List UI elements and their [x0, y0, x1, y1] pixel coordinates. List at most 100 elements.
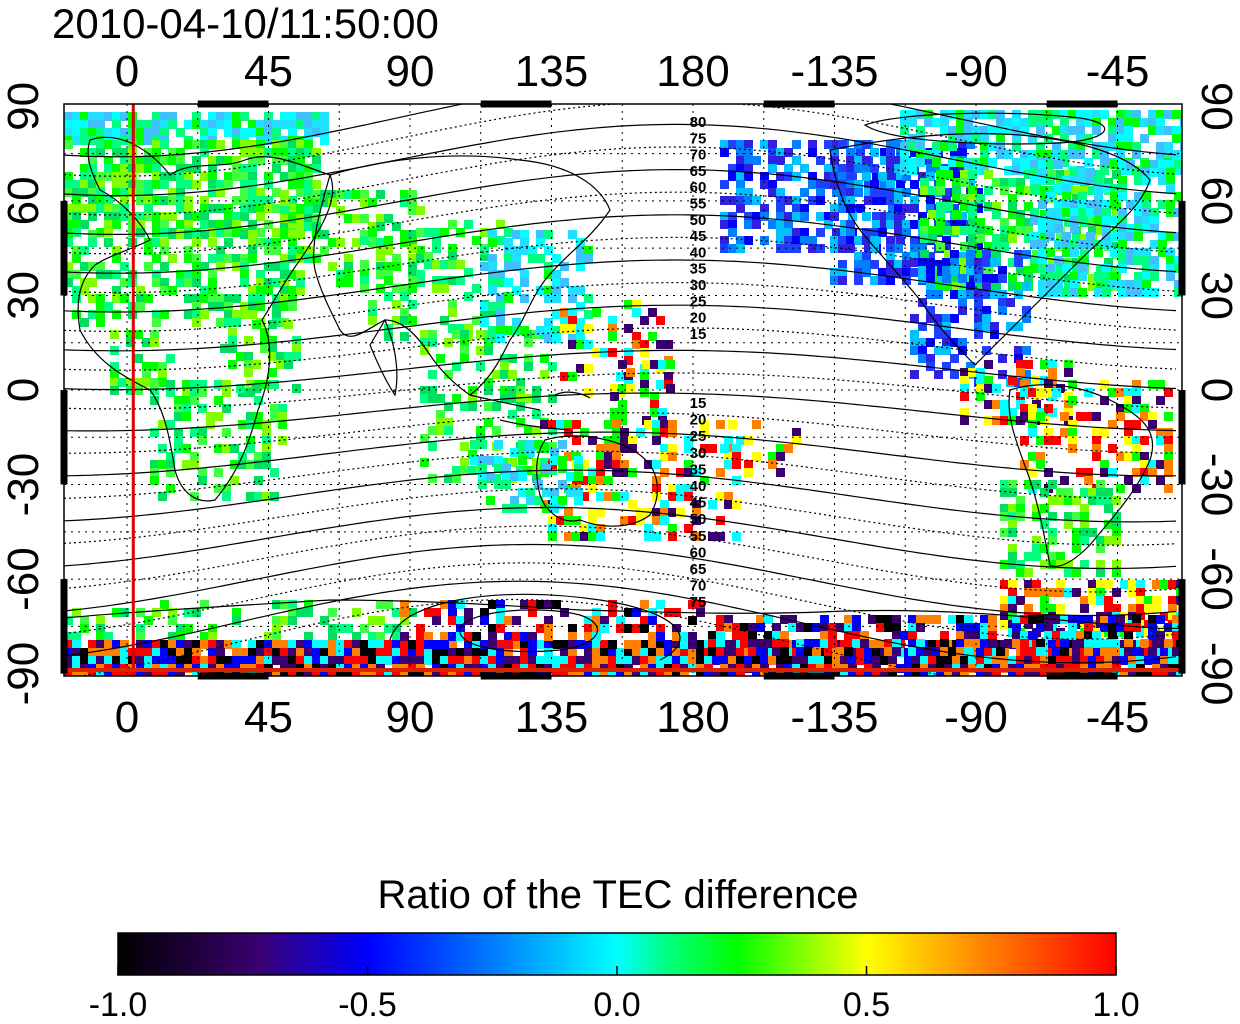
tec-cell: [752, 656, 761, 665]
tec-cell: [496, 600, 505, 609]
tec-cell: [176, 632, 185, 641]
tec-cell: [904, 672, 913, 676]
timestamp-title: 2010-04-10/11:50:00: [52, 0, 439, 47]
tec-cell: [588, 516, 597, 525]
tec-cell: [552, 334, 561, 343]
tec-cell: [948, 134, 957, 143]
tec-cell: [144, 180, 153, 189]
tec-cell: [736, 172, 745, 181]
tec-cell: [336, 206, 345, 215]
tec-cell: [1048, 170, 1057, 179]
tec-cell: [650, 400, 659, 409]
tec-cell: [296, 656, 305, 665]
tec-cell: [208, 128, 217, 137]
tec-cell: [1024, 360, 1033, 369]
tec-cell: [584, 388, 593, 397]
tec-cell: [958, 298, 967, 307]
tec-cell: [918, 354, 927, 363]
tec-cell: [728, 244, 737, 253]
tec-cell: [950, 354, 959, 363]
tec-cell: [588, 436, 597, 445]
tec-cell: [1008, 672, 1017, 676]
tec-cell: [120, 112, 129, 121]
tec-cell: [936, 672, 945, 676]
tec-cell: [1008, 202, 1017, 211]
tec-cell: [96, 318, 105, 327]
tec-cell: [536, 254, 545, 263]
tec-cell: [560, 640, 569, 649]
tec-cell: [696, 640, 705, 649]
tec-cell: [96, 228, 105, 237]
tec-cell: [900, 166, 909, 175]
tec-cell: [416, 632, 425, 641]
tec-cell: [1100, 428, 1109, 437]
tec-cell: [952, 672, 961, 676]
tec-cell: [432, 236, 441, 245]
tec-cell: [1044, 388, 1053, 397]
lat-tick-label: 60: [0, 176, 48, 225]
tec-cell: [1054, 200, 1063, 209]
tec-cell: [512, 286, 521, 295]
tec-cell: [460, 442, 469, 451]
tec-cell: [400, 316, 409, 325]
tec-cell: [280, 148, 289, 157]
tec-cell: [1166, 256, 1175, 265]
tec-cell: [744, 212, 753, 221]
tec-cell: [1180, 150, 1182, 159]
tec-cell: [942, 188, 951, 197]
colorbar: Ratio of the TEC difference -1.0 -0.5 0.0 0…: [89, 873, 1140, 1024]
tec-cell: [886, 148, 895, 157]
tec-cell: [206, 412, 215, 421]
tec-cell: [982, 250, 991, 259]
tec-cell: [720, 656, 729, 665]
tec-cell: [110, 362, 119, 371]
tec-cell: [288, 120, 297, 129]
tec-cell: [768, 220, 777, 229]
tec-cell: [884, 639, 893, 648]
tec-cell: [136, 120, 145, 129]
tec-cell: [184, 140, 193, 149]
tec-cell: [392, 608, 401, 617]
tec-cell: [160, 156, 169, 165]
tec-cell: [1084, 647, 1093, 656]
tec-cell: [1124, 647, 1133, 656]
contour-label: 20: [690, 310, 707, 327]
tec-cell: [272, 616, 281, 625]
tec-cell: [1112, 656, 1121, 665]
tec-cell: [328, 640, 337, 649]
tec-cell: [550, 448, 559, 457]
tec-cell: [1028, 647, 1037, 656]
tec-cell: [112, 310, 121, 319]
tec-cell: [974, 244, 983, 253]
tec-cell: [604, 420, 613, 429]
tec-cell: [1132, 150, 1141, 159]
tec-cell: [908, 623, 917, 632]
tec-cell: [624, 656, 633, 665]
tec-cell: [1086, 240, 1095, 249]
tec-cell: [532, 386, 541, 395]
tec-cell: [1040, 504, 1049, 513]
tec-cell: [400, 656, 409, 665]
tec-cell: [648, 656, 657, 665]
tec-cell: [918, 298, 927, 307]
tec-cell: [756, 623, 765, 632]
tec-cell: [1060, 134, 1069, 143]
tec-cell: [480, 616, 489, 625]
tec-cell: [198, 388, 207, 397]
tec-cell: [160, 246, 169, 255]
tec-cell: [360, 640, 369, 649]
tec-cell: [536, 600, 545, 609]
tec-cell: [484, 418, 493, 427]
tec-cell: [1116, 126, 1125, 135]
tec-cell: [1030, 168, 1039, 177]
tec-cell: [1060, 412, 1069, 421]
tec-cell: [1046, 160, 1055, 169]
tec-cell: [918, 212, 927, 221]
tec-cell: [150, 338, 159, 347]
tec-cell: [160, 128, 169, 137]
tec-cell: [830, 236, 839, 245]
tec-cell: [744, 156, 753, 165]
tec-cell: [72, 212, 81, 221]
tec-cell: [80, 672, 89, 676]
tec-cell: [1052, 142, 1061, 151]
